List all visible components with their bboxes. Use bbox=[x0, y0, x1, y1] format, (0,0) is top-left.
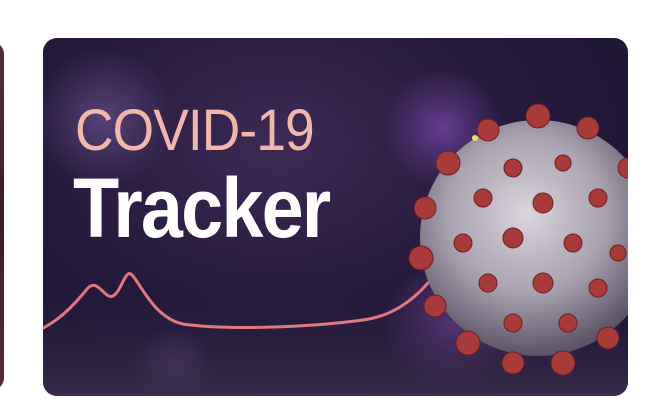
blurred-virus-icon bbox=[43, 48, 173, 188]
coronavirus-icon bbox=[408, 103, 628, 376]
case-curve-icon bbox=[43, 272, 430, 330]
banner-title-covid: COVID-19 bbox=[75, 98, 315, 163]
covid-tracker-banner-card[interactable]: COVID-19 Tracker bbox=[43, 38, 628, 396]
banner-artwork bbox=[43, 48, 628, 396]
previous-card-edge[interactable] bbox=[0, 42, 4, 390]
banner-title-tracker: Tracker bbox=[73, 161, 331, 255]
